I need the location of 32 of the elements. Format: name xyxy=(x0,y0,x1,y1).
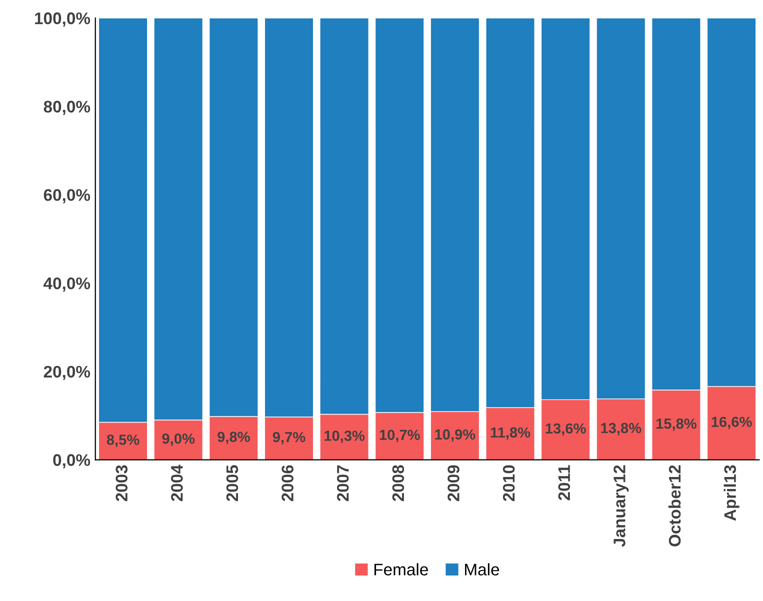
x-tick-label: April13 xyxy=(724,465,740,521)
data-label: 13,8% xyxy=(601,422,642,436)
data-label: 13,6% xyxy=(546,423,586,436)
y-tick-label: 40,0% xyxy=(44,277,90,292)
data-label: 10,9% xyxy=(435,429,476,442)
y-tick-label: 20,0% xyxy=(44,366,90,380)
data-label: 8,5% xyxy=(106,434,140,448)
x-tick-label: 2009 xyxy=(448,465,460,502)
data-label: 11,8% xyxy=(490,427,530,440)
x-tick-label: 2008 xyxy=(392,465,404,502)
y-tick-label: 0,0% xyxy=(53,454,90,468)
y-tick-label: 60,0% xyxy=(44,189,90,204)
x-tick-label: 2004 xyxy=(171,464,183,502)
y-tick-label: 80,0% xyxy=(44,100,90,115)
x-tick-label: 2011 xyxy=(558,465,570,500)
x-tick-label: 2003 xyxy=(116,465,128,502)
data-label: 10,3% xyxy=(324,430,365,444)
x-tick-label: January12 xyxy=(614,465,629,547)
x-tick-label: 2005 xyxy=(226,465,238,502)
x-tick-label: October12 xyxy=(668,465,681,546)
data-label: 9,0% xyxy=(162,433,195,446)
data-label: 10,7% xyxy=(380,430,420,442)
data-label: 15,8% xyxy=(656,418,696,431)
data-label: 9,7% xyxy=(272,432,306,444)
x-tick-label: 2006 xyxy=(282,465,294,502)
data-label: 16,6% xyxy=(712,416,752,430)
y-tick-label: 100,0% xyxy=(35,12,90,27)
x-tick-label: 2010 xyxy=(502,465,515,502)
data-label: 9,8% xyxy=(218,432,250,444)
legend-label: Male xyxy=(465,563,500,576)
legend-label: Female xyxy=(374,563,428,576)
x-tick-label: 2007 xyxy=(336,465,349,502)
